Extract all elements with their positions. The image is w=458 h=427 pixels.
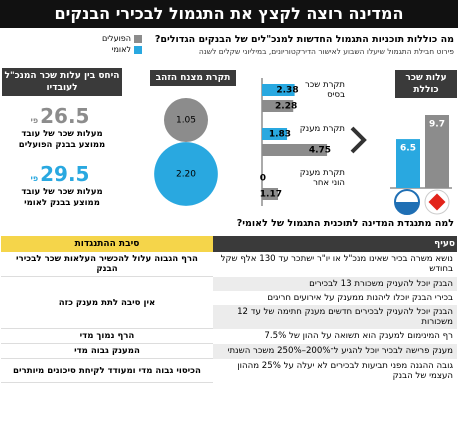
table-row: הבנק יוכל להעניק לבכירים חדשים מענק חתימ… — [1, 304, 457, 329]
table-wrap: סעיף סיבת ההתנגדות נושא משרה בכיר שאינו … — [1, 236, 457, 383]
cap-label: תקרת מענק הוני אחר — [299, 168, 345, 188]
reason-cell: אין סיבה לתת מענק כזה — [1, 276, 213, 329]
legend-swatch — [134, 34, 142, 43]
cap-value: 0 — [260, 174, 266, 184]
item-cell: רף המינימום למענק הוא תשואה על ההון של 7… — [264, 331, 453, 341]
cap-bar — [262, 100, 294, 112]
table-header: סעיף — [213, 236, 457, 252]
legend-label: הפועלים — [101, 34, 131, 43]
table-row: רף המינימום למענק הוא תשואה על ההון של 7… — [1, 328, 457, 344]
cap-value: 4.75 — [309, 146, 331, 156]
cap-value: 1.83 — [269, 130, 291, 140]
cap-value: 2.28 — [275, 102, 297, 112]
ratio-text: מעלות שכר של עובד ממוצע בבנק הפועלים — [18, 129, 106, 150]
parachute-circle — [164, 98, 208, 142]
table-row: נושא משרה בכיר שאינו מנכ"ל או יו"ר ישתכר… — [1, 252, 457, 277]
ratio-prefix: פי — [30, 174, 39, 183]
cost-bar — [396, 139, 420, 188]
question: מה כוללות תוכניות התגמול החדשות למנכ"לים… — [154, 34, 454, 45]
legend-entry: לאומי — [62, 45, 142, 54]
ratio-prefix: פי — [30, 116, 39, 125]
title: המדינה רוצה לקצץ את התגמול לבכירי הבנקים — [54, 4, 404, 23]
table-row: מענק פרישה לבכיר יוכל להגיע ל־200%–250% … — [1, 343, 457, 359]
table-header: סיבת ההתנגדות — [1, 236, 213, 252]
item-cell: גובה ההגנה מפני תביעות לבכירים לא יעלה ע… — [237, 360, 453, 381]
item-cell: הבנק יוכל להעניק משכורת 13 לבכירים — [213, 276, 457, 291]
cost-bar — [425, 115, 449, 188]
ratio-number-row: פי 29.5 — [2, 162, 118, 186]
ratio-value: 26.5 — [40, 104, 90, 128]
cost-header: עלות שכר כוללת — [395, 70, 457, 98]
cap-value: 2.38 — [276, 86, 298, 96]
hapoalim-logo-mark — [428, 193, 446, 211]
cap-value: 1.17 — [260, 190, 282, 200]
ratio-text: מעלות שכר של עובד ממוצע בבנק לאומי — [21, 187, 103, 208]
legend-entry: הפועלים — [62, 34, 142, 43]
table-row: בכירי הבנק יוכלו ליהנות ממענק על אירועים… — [1, 291, 457, 305]
cap-bar — [262, 128, 288, 140]
parachute-value: 1.05 — [176, 116, 196, 126]
parachute-circle — [154, 142, 218, 206]
objection-table: סעיף סיבת ההתנגדות נושא משרה בכיר שאינו … — [1, 236, 457, 383]
ratio-number-row: פי 26.5 — [2, 104, 118, 128]
chevron — [350, 126, 367, 154]
cap-label: תקרת מענק — [299, 124, 345, 134]
reason-cell: הרף הגבוה עלול להכשיר העלאות שכר לבכירי … — [1, 252, 213, 277]
item-cell: נושא משרה בכיר שאינו מנכ"ל או יו"ר ישתכר… — [220, 254, 453, 275]
legend-swatch — [134, 45, 142, 54]
ratio-header: היחס בין עלות שכר המנכ"ל לעובדיו — [2, 68, 122, 96]
item-cell: הבנק יוכל להעניק לבכירים חדשים מענק חתימ… — [213, 304, 457, 329]
leumi-logo-fill — [395, 202, 419, 214]
reason-cell: הכיסוי גבוה מדי ומעודד לקיחת סיכונים מיו… — [1, 358, 213, 383]
cap-bar — [262, 144, 328, 156]
item-cell: מענק פרישה לבכיר יוכל להגיע ל־200%–250% … — [213, 343, 457, 359]
parachute-header: תקרת מצנח הזהב — [150, 70, 236, 86]
title-banner — [0, 0, 458, 28]
cap-bar — [262, 188, 279, 200]
cost-value: 6.5 — [400, 144, 416, 154]
subtitle: פירוט חבילת התגמול שיעלו השבוע לאישור הד… — [198, 47, 454, 56]
question2: למה מתנגדת המדינה לתוכנית התגמול של לאומ… — [236, 218, 454, 229]
reason-cell: המענק גבוה מדי — [1, 343, 213, 359]
table-row: גובה ההגנה מפני תביעות לבכירים לא יעלה ע… — [1, 358, 457, 383]
legend: הפועלים לאומי — [62, 34, 142, 56]
item-cell: בכירי הבנק יוכלו ליהנות ממענק על אירועים… — [267, 292, 453, 303]
parachute-value: 2.20 — [176, 170, 196, 180]
reason-cell: הרף נמוך מדי — [1, 328, 213, 344]
legend-label: לאומי — [111, 45, 131, 54]
cap-label: תקרת שכר בסיס — [304, 80, 345, 100]
table-row: הבנק יוכל להעניק משכורת 13 לבכירים אין סי… — [1, 276, 457, 329]
cap-bar — [262, 84, 295, 96]
ratio-value: 29.5 — [40, 162, 90, 186]
cost-value: 9.7 — [429, 120, 445, 130]
